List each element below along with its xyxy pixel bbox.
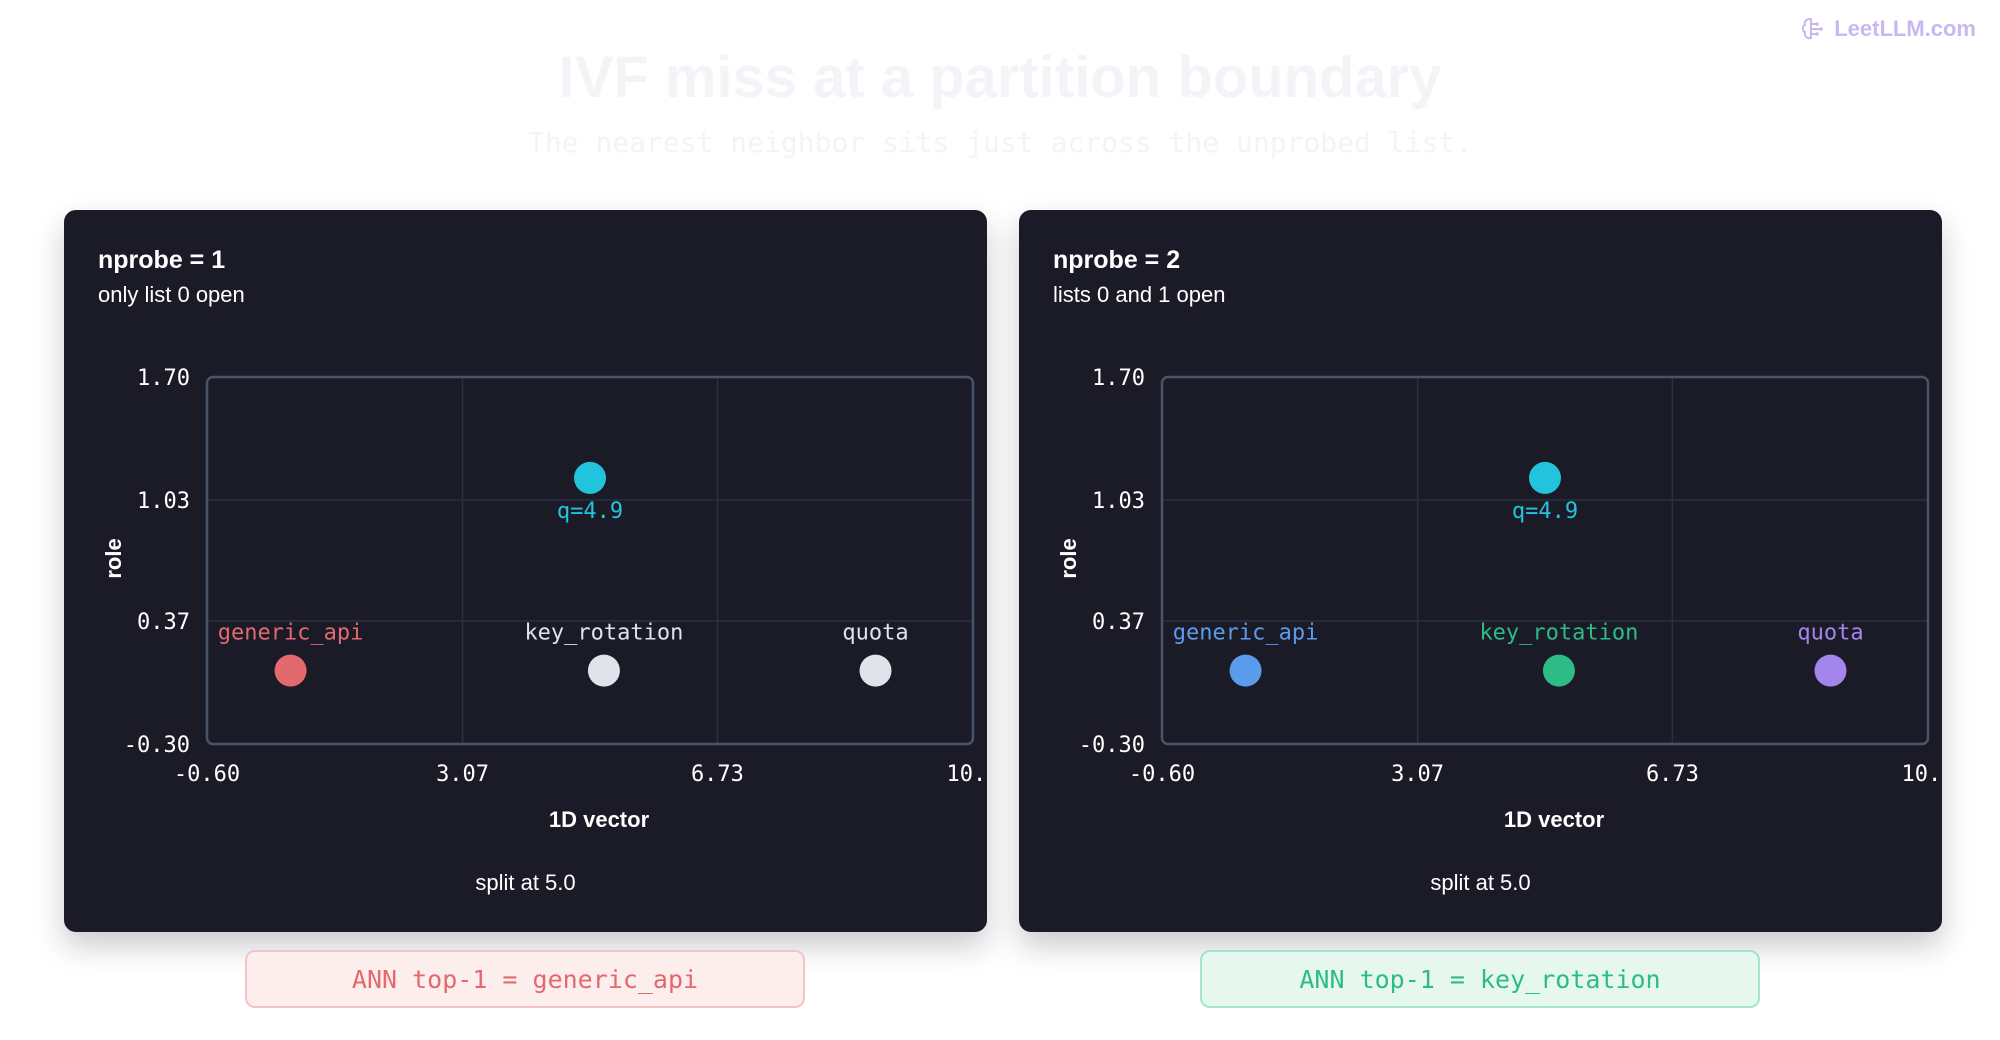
data-point [1542, 654, 1575, 687]
point-label: generic_api [1173, 621, 1319, 646]
y-axis-label: role [1056, 538, 1081, 578]
x-axis-label: 1D vector [1504, 807, 1605, 832]
x-tick-label: 10.4 [947, 762, 987, 787]
panel-nprobe-2: nprobe = 2 lists 0 and 1 open -0.60 3.07 6… [1019, 210, 1942, 932]
brand-label: LeetLLM.com [1834, 16, 1976, 41]
y-tick-label: -0.30 [124, 733, 190, 758]
point-label: key_rotation [524, 621, 683, 646]
panel-nprobe-1: nprobe = 1 only list 0 open -0.60 3.07 6.7… [64, 210, 987, 932]
point-label: generic_api [218, 621, 364, 646]
y-axis-label: role [101, 538, 126, 578]
plot-frame [1160, 375, 1930, 746]
data-point [1814, 654, 1847, 687]
x-tick-label: -0.60 [174, 762, 240, 787]
y-tick-label: 0.37 [137, 610, 190, 635]
split-note: split at 5.0 [1430, 870, 1531, 895]
result-badge-miss: ANN top-1 = generic_api [245, 950, 805, 1008]
y-tick-label: 1.03 [137, 489, 190, 514]
result-badge-hit: ANN top-1 = key_rotation [1200, 950, 1760, 1008]
data-point [274, 654, 307, 687]
data-point [574, 461, 606, 494]
scatter-plot: -0.60 3.07 6.73 10.4 1.70 1.03 0.37 -0.30 1D vec… [1056, 366, 1942, 832]
data-point [859, 654, 892, 687]
x-tick-label: 6.73 [1646, 762, 1699, 787]
panel-title: nprobe = 2 [1053, 246, 1181, 274]
point-label: q=4.9 [1512, 499, 1578, 524]
x-tick-label: -0.60 [1129, 762, 1195, 787]
page-subtitle: The nearest neighbor sits just across th… [527, 126, 1472, 159]
data-point [1229, 654, 1262, 687]
plot-frame [205, 375, 975, 746]
x-axis-label: 1D vector [549, 807, 650, 832]
brain-icon [1801, 18, 1824, 40]
x-tick-label: 3.07 [1391, 762, 1444, 787]
x-tick-label: 3.07 [436, 762, 489, 787]
panel-title: nprobe = 1 [98, 246, 226, 274]
y-tick-label: 1.70 [1092, 366, 1145, 391]
y-tick-label: -0.30 [1079, 733, 1145, 758]
point-label: q=4.9 [557, 499, 623, 524]
data-point [1529, 461, 1561, 494]
data-point [587, 654, 620, 687]
point-label: quota [842, 621, 908, 646]
panel-subtitle: lists 0 and 1 open [1053, 282, 1226, 307]
y-tick-label: 1.70 [137, 366, 190, 391]
y-tick-label: 1.03 [1092, 489, 1145, 514]
x-tick-label: 6.73 [691, 762, 744, 787]
x-tick-label: 10.4 [1902, 762, 1942, 787]
split-note: split at 5.0 [475, 870, 576, 895]
page-title: IVF miss at a partition boundary [558, 45, 1442, 110]
y-tick-label: 0.37 [1092, 610, 1145, 635]
point-label: quota [1797, 621, 1863, 646]
panel-subtitle: only list 0 open [98, 282, 245, 307]
point-label: key_rotation [1479, 621, 1638, 646]
brand-logo[interactable]: LeetLLM.com [1800, 16, 1976, 42]
scatter-plot: -0.60 3.07 6.73 10.4 1.70 1.03 0.37 -0.30 1D vec… [101, 366, 987, 832]
